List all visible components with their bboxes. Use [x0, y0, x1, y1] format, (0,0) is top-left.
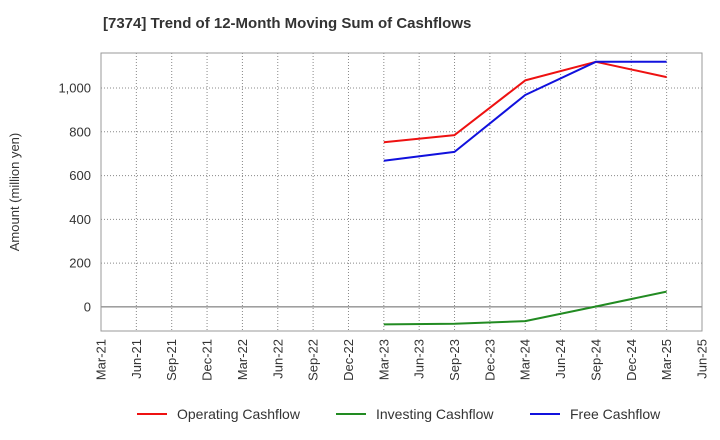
x-tick-label: Mar-25	[659, 339, 674, 380]
x-tick-label: Jun-23	[412, 339, 427, 379]
x-tick-label: Mar-22	[235, 339, 250, 380]
x-tick-label: Jun-24	[553, 339, 568, 379]
x-tick-label: Sep-21	[164, 339, 179, 381]
y-tick-label: 1,000	[58, 81, 91, 96]
x-tick-label: Mar-23	[376, 339, 391, 380]
y-tick-label: 200	[69, 256, 91, 271]
y-tick-label: 600	[69, 168, 91, 183]
x-tick-label: Jun-21	[129, 339, 144, 379]
x-tick-label: Dec-23	[482, 339, 497, 381]
y-axis-ticks: 0 200 400 600 800 1,000	[58, 81, 91, 315]
series-lines	[383, 60, 667, 326]
chart-title: [7374] Trend of 12-Month Moving Sum of C…	[103, 15, 472, 32]
x-tick-label: Jun-22	[270, 339, 285, 379]
free-cashflow-line	[383, 60, 667, 162]
x-tick-label: Jun-25	[695, 339, 710, 379]
legend-label-investing-cashflow: Investing Cashflow	[376, 406, 494, 422]
plot-area-frame	[100, 52, 703, 332]
x-tick-label: Dec-24	[624, 339, 639, 381]
x-tick-label: Sep-22	[306, 339, 321, 381]
investing-cashflow-line	[383, 290, 667, 326]
x-axis-ticks: Mar-21 Jun-21 Sep-21 Dec-21 Mar-22 Jun-22 Sep-…	[94, 339, 710, 381]
x-tick-label: Sep-23	[447, 339, 462, 381]
x-tick-label: Dec-21	[200, 339, 215, 381]
y-tick-label: 400	[69, 212, 91, 227]
legend-label-free-cashflow: Free Cashflow	[570, 406, 661, 422]
operating-cashflow-line	[383, 60, 667, 144]
x-tick-label: Mar-21	[94, 339, 109, 380]
legend: Operating Cashflow Investing Cashflow Free…	[137, 406, 661, 422]
grid-lines	[100, 53, 703, 331]
y-tick-label: 800	[69, 124, 91, 139]
legend-label-operating-cashflow: Operating Cashflow	[177, 406, 301, 422]
x-tick-label: Dec-22	[341, 339, 356, 381]
x-tick-label: Sep-24	[588, 339, 603, 381]
y-tick-label: 0	[84, 299, 91, 314]
y-axis-title: Amount (million yen)	[7, 133, 22, 252]
x-tick-label: Mar-24	[518, 339, 533, 380]
